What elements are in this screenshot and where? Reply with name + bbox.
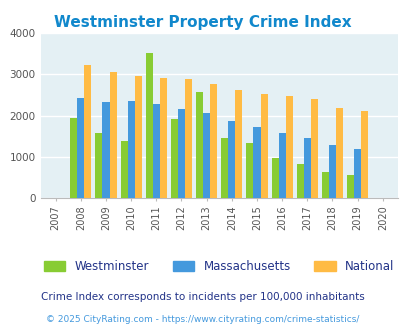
Bar [221, 138, 228, 198]
Bar [177, 109, 185, 198]
Bar [145, 53, 152, 198]
Bar [353, 149, 360, 198]
Bar [296, 164, 303, 198]
Bar [152, 104, 160, 198]
Bar [185, 79, 192, 198]
Bar [303, 138, 310, 198]
Text: Crime Index corresponds to incidents per 100,000 inhabitants: Crime Index corresponds to incidents per… [41, 292, 364, 302]
Bar [360, 112, 367, 198]
Bar [310, 99, 317, 198]
Bar [285, 96, 292, 198]
Bar [260, 94, 267, 198]
Bar [171, 119, 177, 198]
Bar [253, 127, 260, 198]
Bar [160, 78, 166, 198]
Bar [210, 84, 217, 198]
Bar [346, 175, 353, 198]
Bar [202, 113, 210, 198]
Bar [127, 101, 134, 198]
Legend: Westminster, Massachusetts, National: Westminster, Massachusetts, National [40, 257, 397, 277]
Bar [109, 72, 116, 198]
Bar [321, 172, 328, 198]
Text: Westminster Property Crime Index: Westminster Property Crime Index [54, 15, 351, 30]
Bar [134, 76, 141, 198]
Text: © 2025 CityRating.com - https://www.cityrating.com/crime-statistics/: © 2025 CityRating.com - https://www.city… [46, 315, 359, 324]
Bar [77, 98, 84, 198]
Bar [196, 91, 202, 198]
Bar [328, 145, 335, 198]
Bar [228, 121, 235, 198]
Bar [120, 142, 127, 198]
Bar [95, 133, 102, 198]
Bar [335, 109, 342, 198]
Bar [70, 117, 77, 198]
Bar [84, 65, 91, 198]
Bar [271, 158, 278, 198]
Bar [246, 143, 253, 198]
Bar [235, 90, 242, 198]
Bar [102, 102, 109, 198]
Bar [278, 133, 285, 198]
